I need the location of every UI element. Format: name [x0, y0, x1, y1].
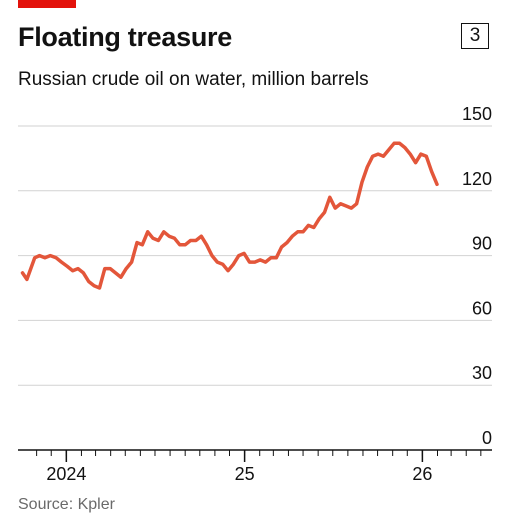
chart-title: Floating treasure [18, 22, 232, 52]
gridlines [18, 125, 492, 386]
y-tick-label: 90 [472, 234, 492, 254]
chart-number-badge: 3 [461, 23, 489, 49]
y-tick-label: 60 [472, 298, 492, 318]
y-tick-label: 30 [472, 363, 492, 383]
series-group [20, 141, 439, 290]
line-chart: 0 30 60 90 120 150 2024 25 26 [18, 104, 492, 484]
series-line [20, 141, 439, 290]
source-note: Source: Kpler [18, 496, 115, 513]
accent-bar [18, 0, 76, 8]
x-tick-label: 25 [235, 464, 255, 484]
y-tick-labels: 0 30 60 90 120 150 [462, 104, 492, 448]
x-tick-label: 26 [412, 464, 432, 484]
x-axis: 2024 25 26 [18, 449, 492, 484]
y-tick-label: 120 [462, 169, 492, 189]
chart-subtitle: Russian crude oil on water, million barr… [18, 69, 369, 90]
x-tick-label: 2024 [46, 464, 86, 484]
y-tick-label: 150 [462, 104, 492, 124]
y-tick-label: 0 [482, 428, 492, 448]
